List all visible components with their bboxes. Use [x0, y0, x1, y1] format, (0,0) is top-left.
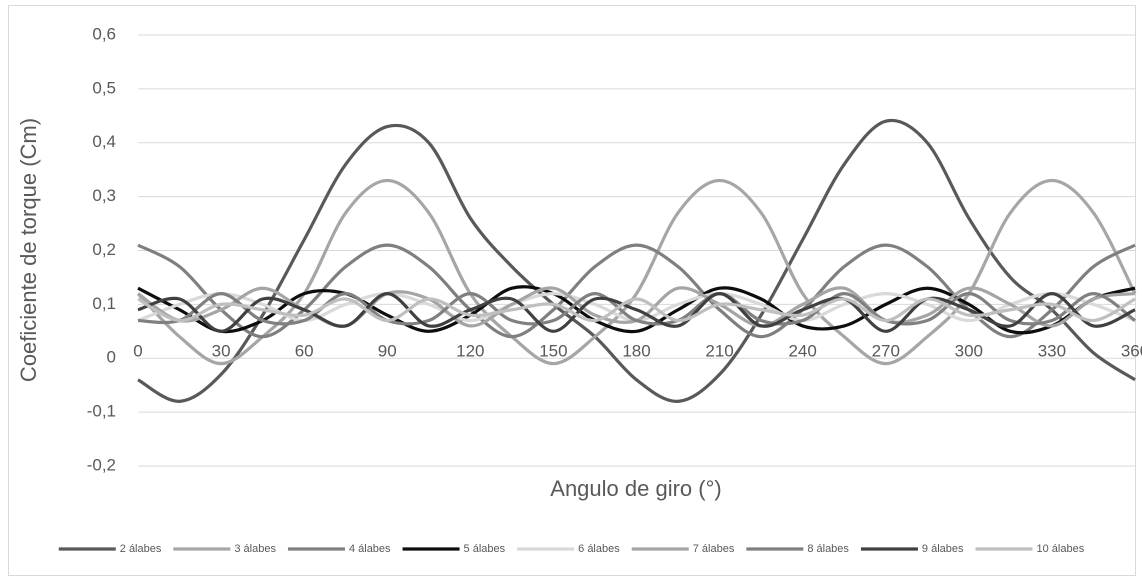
- x-tick-label: 330: [1038, 342, 1066, 361]
- x-tick-label: 60: [295, 342, 314, 361]
- legend-label: 9 álabes: [922, 543, 964, 555]
- y-axis-title: Coeficiente de torque (Cm): [16, 118, 41, 382]
- legend-label: 10 álabes: [1037, 543, 1085, 555]
- series-line: [137, 291, 1136, 333]
- legend-label: 4 álabes: [349, 543, 391, 555]
- y-tick-label: 0,2: [92, 240, 116, 259]
- legend-label: 8 álabes: [807, 543, 849, 555]
- x-axis-title: Angulo de giro (°): [550, 476, 721, 501]
- series-line: [137, 297, 1136, 323]
- x-tick-label: 270: [872, 342, 900, 361]
- y-tick-label: 0,4: [92, 132, 116, 151]
- x-tick-label: 120: [456, 342, 484, 361]
- y-tick-label: 0,6: [92, 24, 116, 43]
- x-tick-label: 210: [705, 342, 733, 361]
- series-line: [137, 118, 1136, 403]
- x-tick-label: 180: [622, 342, 650, 361]
- legend-label: 5 álabes: [464, 543, 506, 555]
- y-tick-label: 0,5: [92, 78, 116, 97]
- x-tick-label: 300: [955, 342, 983, 361]
- y-tick-label: 0: [107, 348, 116, 367]
- x-tick-label: 240: [788, 342, 816, 361]
- legend-label: 3 álabes: [234, 543, 276, 555]
- x-tick-label: 90: [378, 342, 397, 361]
- y-tick-label: 0,3: [92, 186, 116, 205]
- series-line: [137, 285, 1136, 335]
- y-tick-label: -0,2: [87, 455, 116, 474]
- y-tick-label: -0,1: [87, 402, 116, 421]
- legend-label: 7 álabes: [693, 543, 735, 555]
- x-tick-label: 150: [539, 342, 567, 361]
- legend-label: 2 álabes: [120, 543, 162, 555]
- legend-label: 6 álabes: [578, 543, 620, 555]
- series-line: [137, 291, 1136, 326]
- x-tick-label: 360: [1121, 342, 1142, 361]
- x-tick-label: 0: [133, 342, 142, 361]
- x-tick-label: 30: [212, 342, 231, 361]
- y-tick-label: 0,1: [92, 294, 116, 313]
